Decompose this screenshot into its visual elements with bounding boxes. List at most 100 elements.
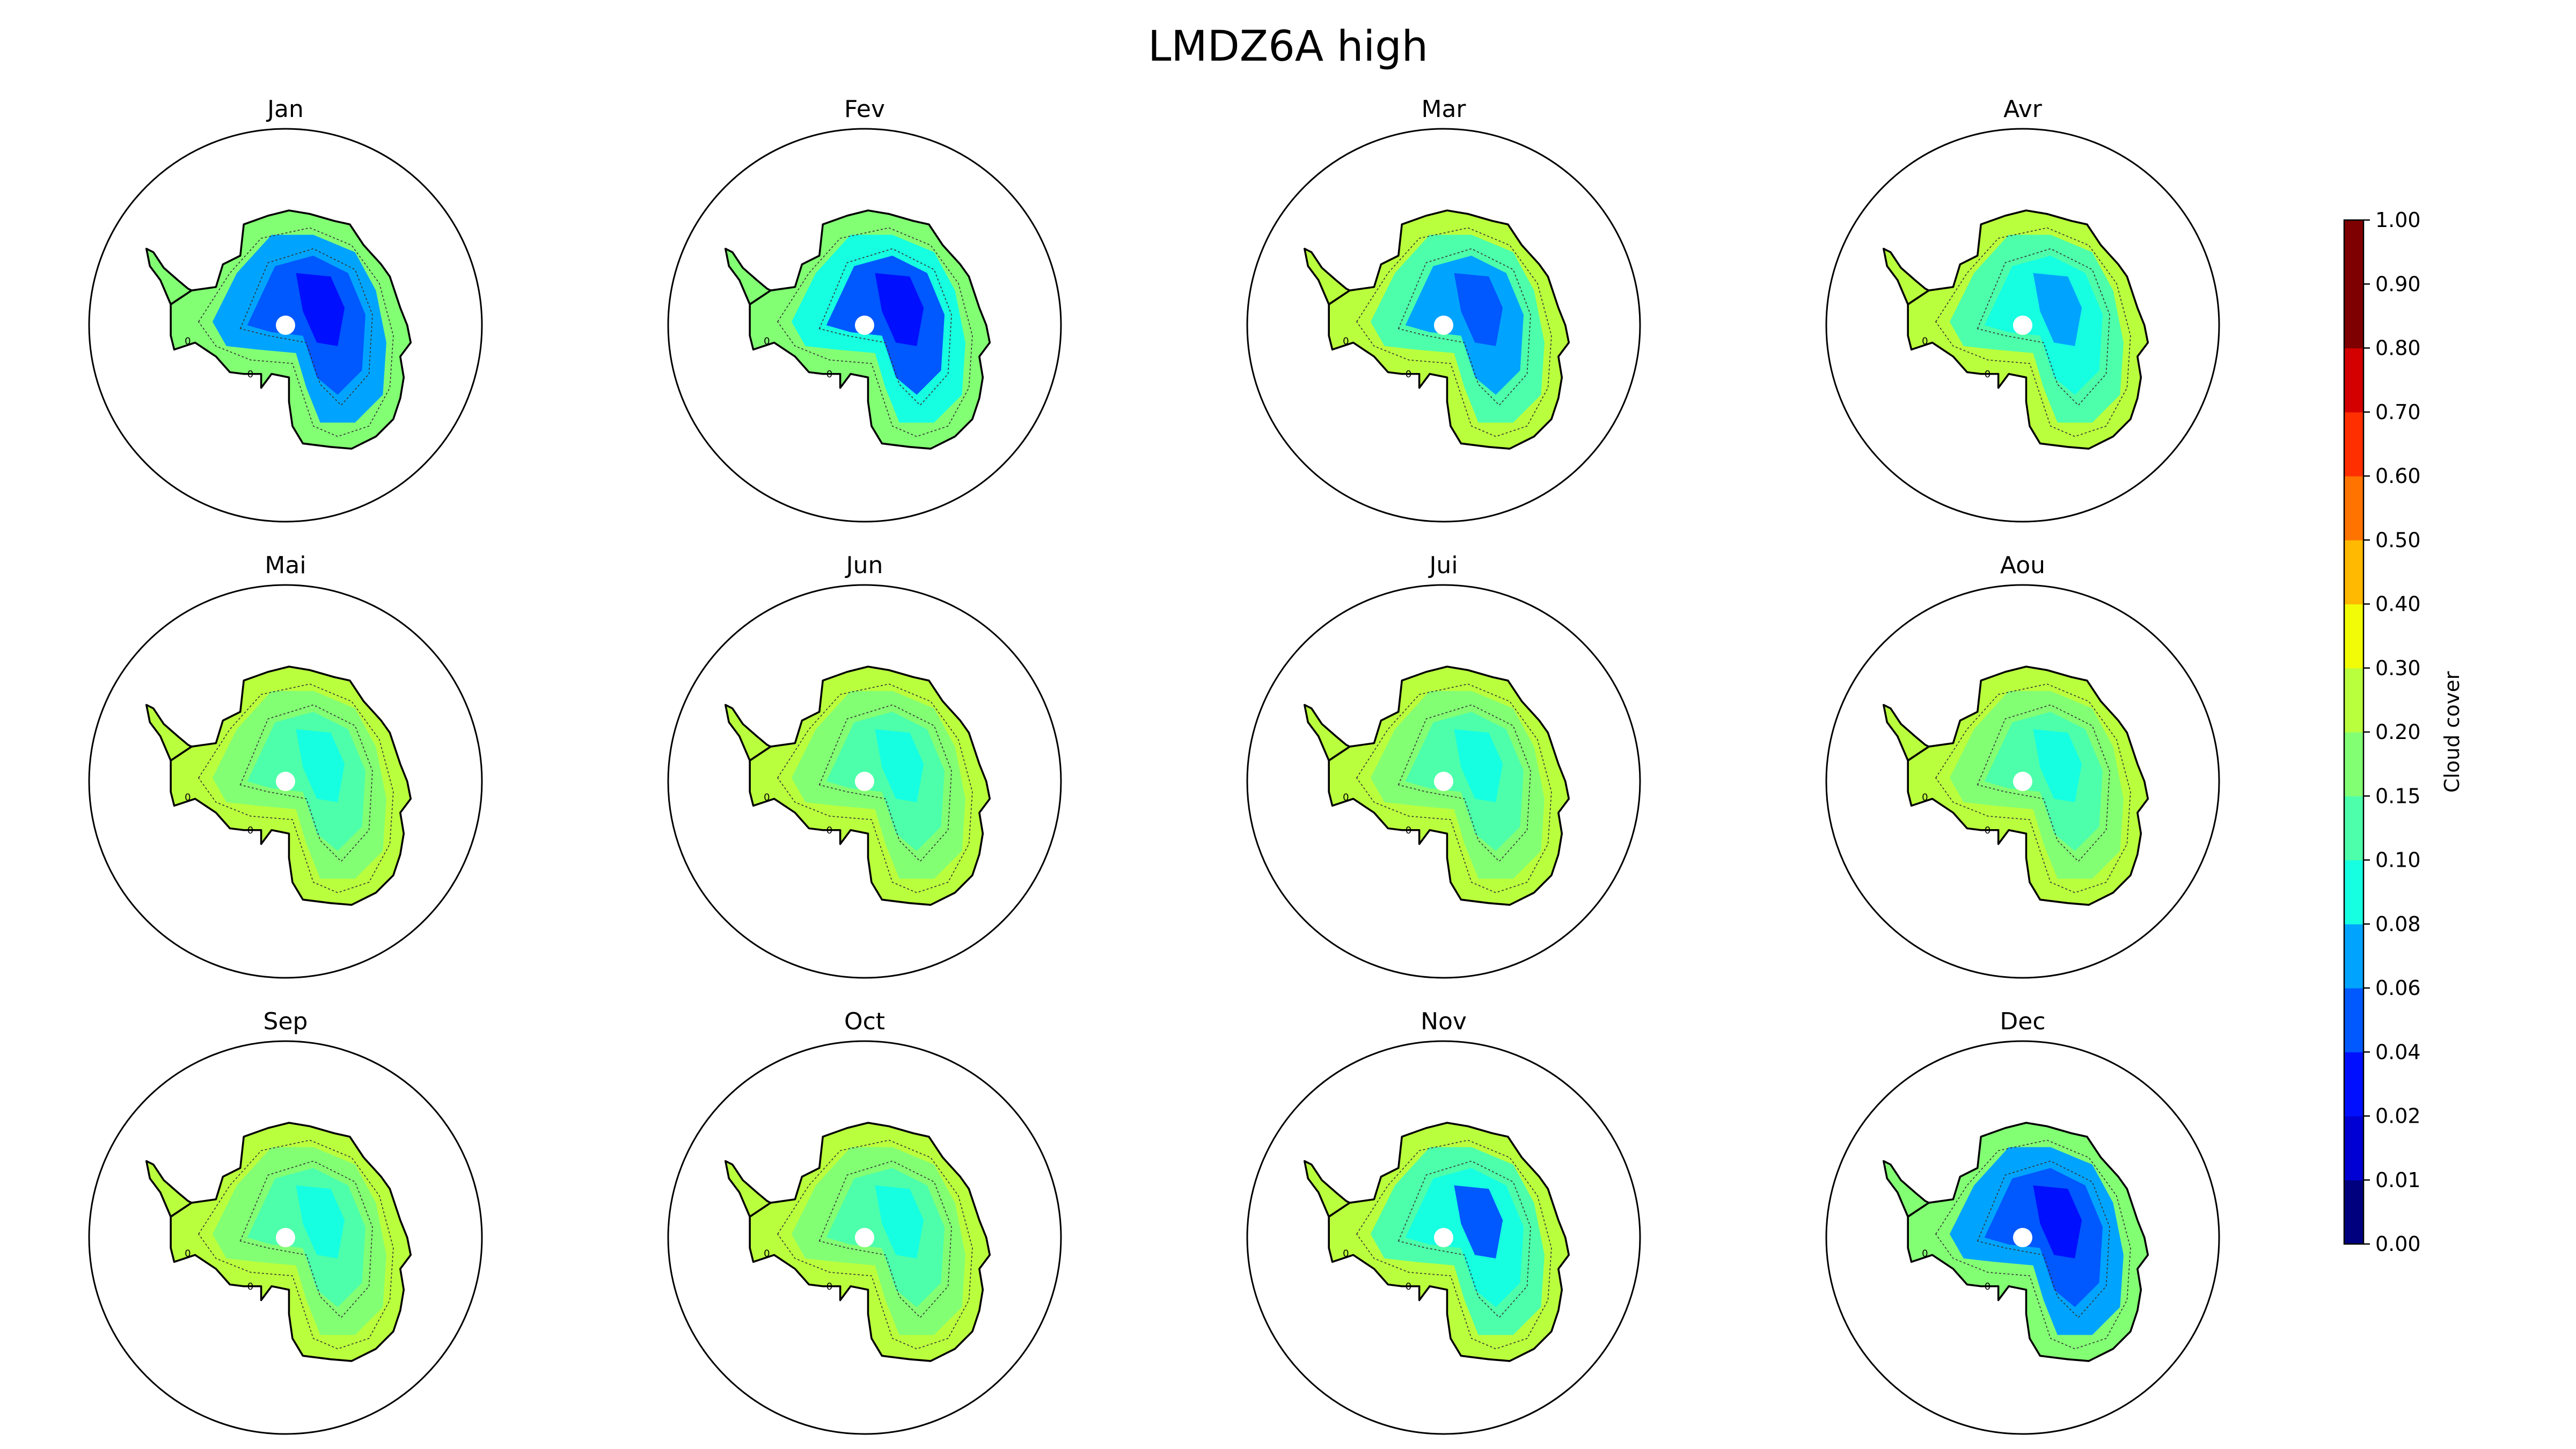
colorbar-tick-label: 0.02 bbox=[2375, 1104, 2421, 1128]
contour-label: 0 bbox=[247, 825, 253, 836]
elevation-contour bbox=[1397, 704, 1531, 862]
panel-title: Mai bbox=[265, 552, 306, 579]
colorbar-tick-label: 0.04 bbox=[2375, 1040, 2421, 1064]
colorbar-tick-label: 1.00 bbox=[2375, 208, 2421, 232]
antarctic-peninsula-fill bbox=[725, 248, 771, 305]
map-panel-jui: Jui 0 0 bbox=[1246, 552, 1641, 979]
coastline bbox=[1907, 209, 2149, 450]
peninsula-coastline bbox=[145, 247, 193, 305]
panel-title: Dec bbox=[2000, 1008, 2045, 1035]
cloud-cover-minimum-region bbox=[2033, 1185, 2082, 1258]
elevation-contour bbox=[198, 1139, 394, 1350]
elevation-contour bbox=[198, 683, 394, 894]
colorbar-level bbox=[2344, 220, 2363, 284]
antarctic-peninsula-fill bbox=[146, 1161, 192, 1217]
elevation-contour bbox=[1935, 1139, 2131, 1350]
map-panel-aou: Aou 0 0 bbox=[1825, 552, 2220, 979]
map-panel-oct: Oct 0 0 bbox=[667, 1008, 1062, 1435]
coastline bbox=[1328, 1122, 1570, 1362]
south-pole-marker bbox=[276, 316, 295, 335]
panel-title: Mar bbox=[1421, 96, 1466, 123]
colorbar-tick-label: 0.20 bbox=[2375, 720, 2421, 744]
south-pole-marker bbox=[1434, 316, 1453, 335]
coastline bbox=[749, 665, 991, 906]
colorbar-level bbox=[2344, 668, 2363, 733]
cloud-cover-minimum-region bbox=[1454, 273, 1503, 346]
elevation-contour bbox=[1356, 683, 1552, 894]
elevation-contour bbox=[1356, 1139, 1552, 1350]
coastline bbox=[1328, 665, 1570, 906]
elevation-contour bbox=[1977, 248, 2110, 406]
elevation-contour bbox=[1935, 683, 2131, 894]
contour-label: 0 bbox=[1922, 792, 1928, 803]
colorbar-tick-label: 0.70 bbox=[2375, 400, 2421, 424]
colorbar-tick-label: 0.00 bbox=[2375, 1232, 2421, 1256]
colorbar-level bbox=[2344, 1116, 2363, 1181]
colorbar-level bbox=[2344, 860, 2363, 925]
antarctic-peninsula-fill bbox=[1883, 1161, 1929, 1217]
colorbar-tick-label: 0.15 bbox=[2375, 784, 2421, 808]
south-pole-marker bbox=[2013, 1228, 2032, 1247]
map-panel-sep: Sep 0 0 bbox=[88, 1008, 483, 1435]
colorbar-tick-label: 0.60 bbox=[2375, 464, 2421, 488]
contour-label: 0 bbox=[185, 336, 191, 347]
colorbar-tick-label: 0.10 bbox=[2375, 848, 2421, 872]
colorbar-level bbox=[2344, 1052, 2363, 1117]
peninsula-coastline bbox=[1304, 247, 1351, 305]
contour-label: 0 bbox=[826, 1281, 832, 1292]
coastline bbox=[1328, 209, 1570, 450]
elevation-contour bbox=[239, 1160, 373, 1319]
contour-label: 0 bbox=[185, 792, 191, 803]
antarctic-peninsula-fill bbox=[1304, 705, 1350, 761]
elevation-contour bbox=[818, 704, 952, 862]
peninsula-coastline bbox=[1304, 704, 1351, 762]
colorbar-level bbox=[2344, 732, 2363, 796]
contour-label: 0 bbox=[1922, 1248, 1928, 1260]
peninsula-coastline bbox=[1883, 704, 1930, 762]
antarctic-peninsula-fill bbox=[1304, 248, 1350, 305]
map-panel-jun: Jun 0 0 bbox=[667, 552, 1062, 979]
coastline bbox=[1907, 665, 2149, 906]
peninsula-coastline bbox=[1883, 1160, 1930, 1218]
peninsula-coastline bbox=[1304, 1160, 1351, 1218]
colorbar-level bbox=[2344, 924, 2363, 989]
coastline bbox=[749, 209, 991, 450]
colorbar: 0.00 0.01 0.02 0.04 0.06 0.08 0.10 0.15 0.20 0.30… bbox=[2343, 208, 2464, 1256]
colorbar-tick-label: 0.30 bbox=[2375, 656, 2421, 680]
contour-label: 0 bbox=[185, 1248, 191, 1260]
panel-title: Aou bbox=[2000, 552, 2045, 579]
colorbar-level bbox=[2344, 284, 2363, 349]
peninsula-coastline bbox=[724, 1160, 772, 1218]
coastline bbox=[170, 209, 412, 450]
contour-label: 0 bbox=[764, 1248, 770, 1260]
south-pole-marker bbox=[1434, 1228, 1453, 1247]
panel-title: Jan bbox=[266, 96, 304, 123]
cloud-cover-minimum-region bbox=[296, 1185, 345, 1258]
cloud-cover-minimum-region bbox=[296, 729, 345, 802]
contour-label: 0 bbox=[826, 369, 832, 380]
antarctic-peninsula-fill bbox=[1883, 248, 1929, 305]
panel-title: Sep bbox=[264, 1008, 308, 1035]
panel-title: Nov bbox=[1421, 1008, 1467, 1035]
elevation-contour bbox=[239, 704, 373, 862]
map-panel-nov: Nov 0 0 bbox=[1246, 1008, 1641, 1435]
cloud-cover-minimum-region bbox=[1454, 1185, 1503, 1258]
colorbar-tick-label: 0.90 bbox=[2375, 272, 2421, 296]
map-panel-mar: Mar 0 0 bbox=[1246, 96, 1641, 523]
cloud-cover-minimum-region bbox=[1454, 729, 1503, 802]
contour-label: 0 bbox=[247, 1281, 253, 1292]
colorbar-tick-label: 0.50 bbox=[2375, 528, 2421, 552]
colorbar-level bbox=[2344, 604, 2363, 669]
elevation-contour bbox=[1397, 248, 1531, 406]
antarctic-peninsula-fill bbox=[146, 248, 192, 305]
coastline bbox=[170, 1122, 412, 1362]
south-pole-marker bbox=[855, 1228, 874, 1247]
contour-label: 0 bbox=[1406, 825, 1411, 836]
south-pole-marker bbox=[2013, 772, 2032, 791]
colorbar-tick-label: 0.08 bbox=[2375, 912, 2421, 936]
panel-title: Jun bbox=[845, 552, 883, 579]
map-panel-mai: Mai 0 0 bbox=[88, 552, 483, 979]
map-panel-jan: Jan 0 0 bbox=[88, 96, 483, 523]
